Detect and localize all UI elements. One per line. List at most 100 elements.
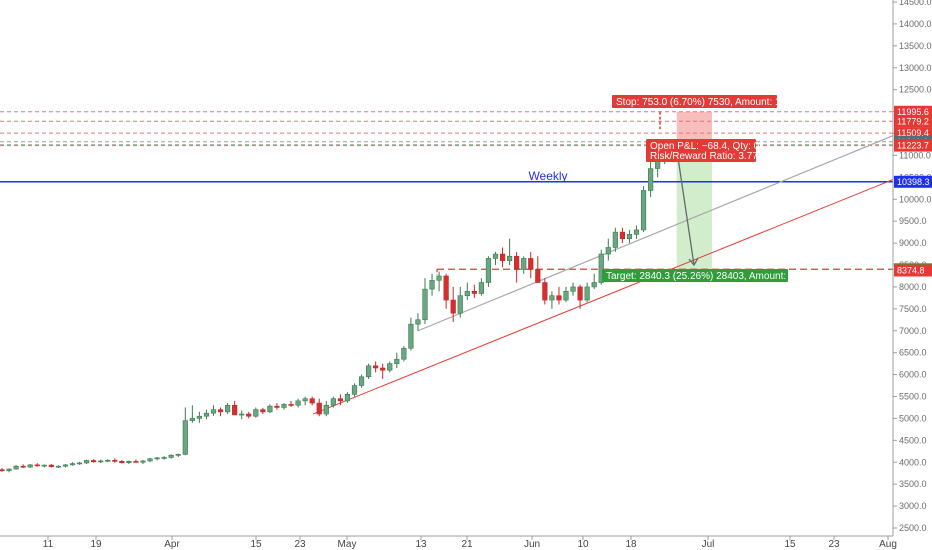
candle-body (98, 460, 104, 463)
candle-body (302, 398, 308, 402)
candle-body (591, 282, 597, 288)
price-axis[interactable]: 2500.0 3000.0 3500.0 4000.0 4500.0 5000.0 5500… (892, 0, 932, 536)
candle-body (34, 464, 40, 467)
time-tick-label: Jun (524, 539, 540, 550)
price-tag-label: 11509.4 (897, 128, 929, 138)
candle-body (20, 465, 26, 468)
price-tick-label: 13500.0 (899, 41, 932, 51)
candle-body (69, 463, 76, 466)
candle-body (225, 404, 231, 413)
time-tick-label: Jul (702, 539, 715, 550)
time-axis[interactable]: 11 19 Apr 15 23 May 13 21 Jun 10 18 Jul 15 23 Aug (0, 535, 897, 550)
time-tick-label: Aug (879, 539, 897, 550)
price-tick-label: 6500.0 (899, 348, 927, 358)
candle-body (175, 454, 181, 456)
candle-body (154, 457, 160, 460)
price-tick-label: 6000.0 (899, 370, 927, 380)
price-tick-label: 11000.0 (899, 150, 931, 160)
candle-body (246, 413, 252, 417)
price-tag (894, 139, 932, 152)
time-tick-label: 11 (43, 539, 54, 550)
candle-body (140, 460, 146, 463)
price-tag-label: 11995.6 (897, 107, 929, 117)
price-tick-label: 10000.0 (899, 194, 932, 204)
candle-body (260, 409, 266, 413)
candle-body (542, 282, 548, 301)
candle-body (126, 461, 132, 463)
time-tick-label: 23 (294, 539, 306, 550)
price-tick-label: 7500.0 (899, 304, 927, 314)
candle-body (267, 405, 273, 413)
candle-body (422, 288, 428, 321)
target-zone (676, 144, 712, 270)
candle-body (365, 365, 372, 378)
candle-body (217, 409, 224, 413)
candle-body (281, 404, 287, 408)
candle-body (337, 398, 344, 402)
price-tick-label: 9000.0 (899, 238, 927, 248)
time-tick-label: May (338, 539, 357, 550)
candle-body (182, 420, 188, 455)
candle-body (0, 469, 5, 472)
candle-body (492, 253, 499, 259)
time-tick-label: 10 (577, 539, 589, 550)
candle-body (570, 286, 576, 292)
candle-body (633, 229, 640, 235)
candle-body (84, 460, 90, 464)
candle-body (556, 295, 562, 301)
trend-lines[interactable] (312, 135, 894, 415)
price-tag-label: 10398.3 (897, 177, 930, 187)
target-label-text: Target: 2840.3 (25.26%) 28403, Amount: 1… (606, 271, 812, 282)
candle-body (168, 454, 174, 458)
candle-body (196, 415, 203, 419)
candle-body (239, 413, 245, 416)
stop-label-text: Stop: 753.0 (6.70%) 7530, Amount: 1000 (616, 97, 798, 108)
price-tick-label: 5500.0 (899, 392, 927, 402)
price-tick-label: 5000.0 (899, 413, 927, 423)
price-tick-label: 3500.0 (899, 479, 927, 489)
candle-body (443, 275, 449, 301)
candle-body (521, 258, 527, 270)
candle-body (563, 290, 569, 301)
candle-body (535, 269, 541, 283)
candle-body (387, 363, 393, 371)
candle-body (323, 404, 329, 415)
candle-body (295, 400, 301, 406)
candle-body (577, 286, 583, 301)
candle-body (640, 190, 647, 231)
price-tick-label: 4000.0 (899, 457, 927, 467)
time-tick-label: 18 (625, 539, 637, 550)
pnl-label-text: Open P&L: −68.4, Qty: 0 (650, 141, 760, 152)
candle-body (309, 398, 315, 404)
time-tick-label: 21 (461, 539, 473, 550)
projection-arrow-head (688, 257, 699, 267)
price-tag (894, 264, 932, 277)
candle-body (358, 376, 365, 386)
horizontal-levels: Weekly (0, 111, 893, 275)
candle-body (76, 462, 83, 465)
time-tick-label: 15 (250, 539, 262, 550)
price-tick-label: 7000.0 (899, 326, 927, 336)
candle-body (394, 358, 400, 364)
candle-body (605, 247, 611, 255)
candle-body (351, 385, 358, 395)
price-tag (894, 105, 932, 118)
pnl-label (646, 139, 756, 162)
price-tag-label: 11779.2 (897, 116, 929, 126)
price-tick-label: 13000.0 (899, 63, 932, 73)
candle-body (450, 299, 456, 314)
candle-body (344, 394, 351, 402)
candle-body (147, 458, 153, 462)
candle-body (373, 365, 379, 369)
weekly-label: Weekly (528, 169, 567, 183)
candle-body (330, 398, 336, 406)
stop-label (612, 95, 777, 108)
time-tick-label: 15 (784, 539, 796, 550)
price-tick-label: 4500.0 (899, 435, 927, 445)
time-tick-label: Apr (164, 539, 180, 550)
price-tick-label: 8000.0 (899, 282, 927, 292)
candle-body (119, 461, 125, 463)
position-zones (676, 111, 712, 270)
candle-body (528, 258, 534, 270)
